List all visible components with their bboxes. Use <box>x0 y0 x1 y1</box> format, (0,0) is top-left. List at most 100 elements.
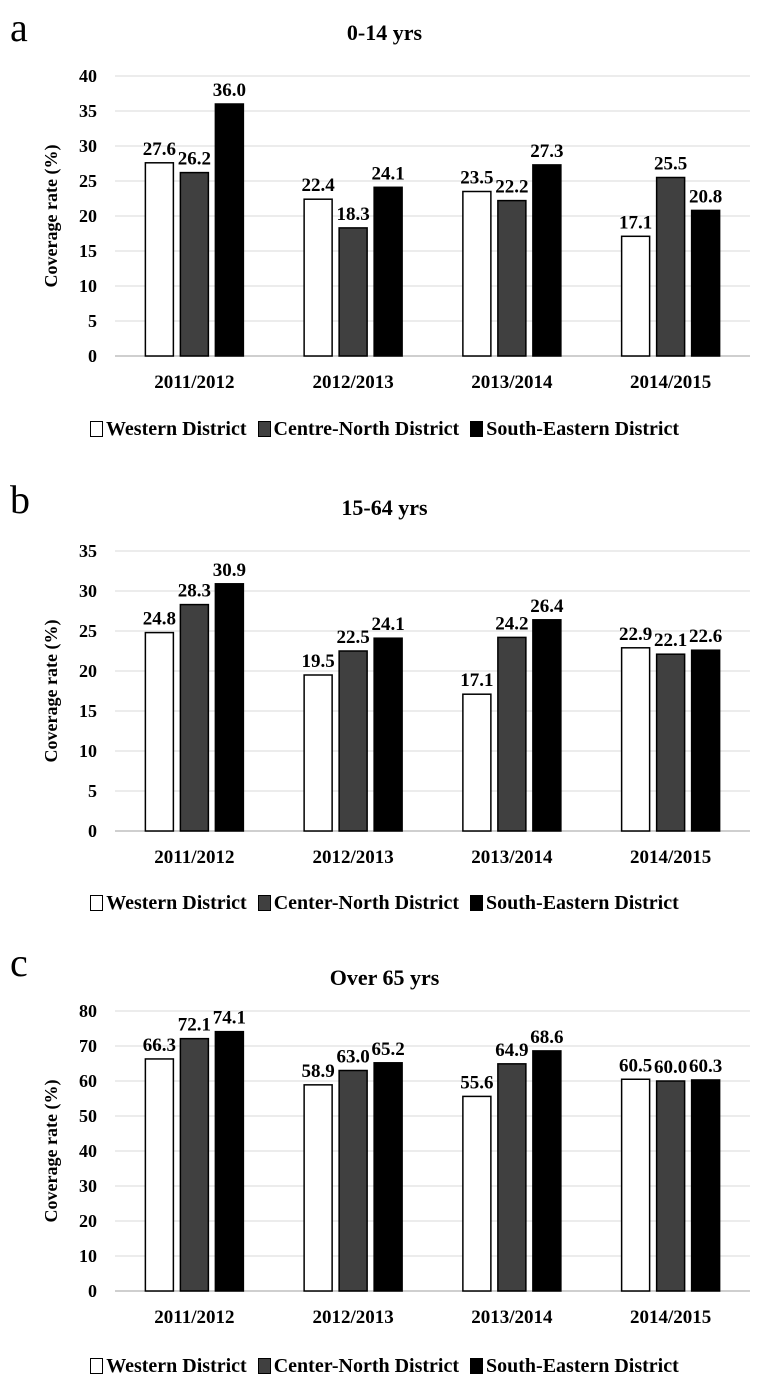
legend-item-south-eastern: South-Eastern District <box>470 418 679 441</box>
bar <box>144 1058 175 1292</box>
data-label: 55.6 <box>460 1072 493 1093</box>
data-label: 22.9 <box>619 624 652 645</box>
y-tick-label: 50 <box>79 1106 97 1126</box>
data-label: 24.1 <box>372 163 405 184</box>
y-tick-label: 0 <box>88 821 97 841</box>
bar <box>303 198 333 357</box>
legend-item-centre-north: Centre-North District <box>257 418 459 441</box>
y-axis-label: Coverage rate (%) <box>41 1080 62 1223</box>
legend-label: South-Eastern District <box>486 892 679 914</box>
y-tick-label: 35 <box>79 541 97 561</box>
bar-chart-svg: 0 5 10 15 20 25 30 35 Coverage rate (%) 24.828.33… <box>41 541 750 868</box>
data-label: 17.1 <box>460 670 493 691</box>
y-axis-label: Coverage rate (%) <box>41 620 62 763</box>
y-tick-label: 80 <box>79 1001 97 1021</box>
y-tick-label: 20 <box>79 1211 97 1231</box>
data-label: 30.9 <box>213 560 246 581</box>
bar <box>532 164 562 357</box>
x-tick-label: 2014/2015 <box>630 372 711 393</box>
x-tick-label: 2012/2013 <box>312 1307 393 1328</box>
data-label: 68.6 <box>530 1027 563 1048</box>
bar <box>690 1079 721 1292</box>
bar <box>655 653 686 832</box>
y-tick-label: 10 <box>79 1246 97 1266</box>
legend-label: Center-North District <box>273 892 460 914</box>
bar <box>179 1037 210 1292</box>
y-tick-label: 0 <box>88 1281 97 1301</box>
bar <box>373 637 403 832</box>
data-label: 22.2 <box>495 177 528 198</box>
data-label: 74.1 <box>213 1008 246 1029</box>
legend-swatch <box>470 421 484 437</box>
bar <box>462 693 492 832</box>
data-label: 26.2 <box>178 149 211 170</box>
legend-swatch <box>470 1358 484 1374</box>
data-label: 60.5 <box>619 1055 652 1076</box>
data-label: 72.1 <box>178 1015 211 1036</box>
data-label: 24.1 <box>372 614 405 635</box>
x-tick-label: 2013/2014 <box>471 372 553 393</box>
data-label: 63.0 <box>337 1047 370 1068</box>
bar <box>655 1080 686 1292</box>
bar <box>532 619 562 832</box>
data-label: 36.0 <box>213 80 246 101</box>
y-tick-label: 15 <box>79 241 97 261</box>
data-label: 28.3 <box>178 581 211 602</box>
x-tick-label: 2011/2012 <box>154 1307 234 1328</box>
panel-letter: a <box>10 5 28 50</box>
legend-item-center-north: Center-North District <box>257 892 460 915</box>
legend-swatch <box>90 895 104 911</box>
y-tick-label: 40 <box>79 1141 97 1161</box>
y-tick-label: 30 <box>79 136 97 156</box>
data-label: 18.3 <box>337 204 370 225</box>
bar <box>373 1062 403 1292</box>
chart-legend: Western District Center-North District S… <box>0 892 769 915</box>
y-tick-label: 60 <box>79 1071 97 1091</box>
bar <box>497 1063 527 1292</box>
legend-item-western: Western District <box>90 892 247 915</box>
bar-chart-svg: 0 10 20 30 40 50 60 70 80 Coverage rate (%) 66.372… <box>41 1001 750 1328</box>
bar <box>144 631 175 832</box>
y-tick-label: 20 <box>79 661 97 681</box>
y-tick-label: 15 <box>79 701 97 721</box>
legend-item-south-eastern: South-Eastern District <box>470 1355 679 1378</box>
y-tick-label: 70 <box>79 1036 97 1056</box>
bar <box>214 103 245 357</box>
legend-swatch <box>257 895 271 911</box>
data-label: 20.8 <box>689 186 722 207</box>
bar <box>497 636 527 832</box>
bar <box>303 1084 333 1292</box>
data-label: 60.3 <box>689 1056 722 1077</box>
legend-item-south-eastern: South-Eastern District <box>470 892 679 915</box>
legend-swatch <box>90 1358 104 1374</box>
data-label: 66.3 <box>143 1035 176 1056</box>
bar <box>690 209 721 357</box>
chart-title: Over 65 yrs <box>329 965 440 990</box>
panel-letter: c <box>10 940 28 985</box>
bar <box>690 649 721 832</box>
legend-swatch <box>470 895 484 911</box>
data-label: 24.8 <box>143 609 176 630</box>
legend-label: Center-North District <box>273 1355 460 1377</box>
y-tick-label: 10 <box>79 276 97 296</box>
data-label: 22.5 <box>337 627 370 648</box>
legend-swatch <box>90 421 104 437</box>
data-label: 19.5 <box>302 651 335 672</box>
bar <box>462 1095 492 1292</box>
data-label: 22.1 <box>654 630 687 651</box>
legend-item-western: Western District <box>90 418 247 441</box>
y-tick-label: 5 <box>88 781 97 801</box>
panel-letter: b <box>10 477 30 522</box>
bar <box>497 199 527 357</box>
y-tick-label: 35 <box>79 101 97 121</box>
data-label: 65.2 <box>372 1039 405 1060</box>
x-tick-label: 2013/2014 <box>471 847 553 868</box>
bar <box>338 650 368 832</box>
bar <box>620 235 651 357</box>
chart-panel-c: c Over 65 yrs 0 10 20 30 40 50 60 70 80 Coverage … <box>0 935 769 1386</box>
data-label: 26.4 <box>530 596 564 617</box>
y-tick-label: 0 <box>88 346 97 366</box>
y-axis-label: Coverage rate (%) <box>41 145 62 288</box>
data-label: 60.0 <box>654 1057 687 1078</box>
x-tick-label: 2012/2013 <box>312 372 393 393</box>
